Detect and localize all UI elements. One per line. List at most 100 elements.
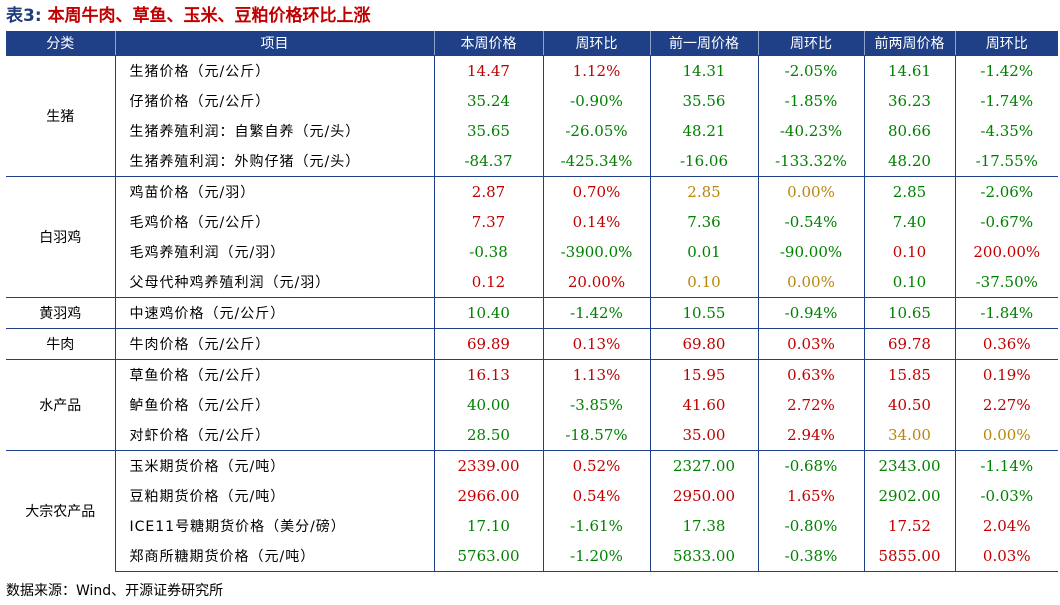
prev-price-cell: 7.36 (649, 207, 759, 237)
category-cell: 大宗农产品 (6, 450, 116, 572)
table-row: 生猪养殖利润：外购仔猪（元/头） -84.37 -425.34% -16.06 -133… (6, 146, 1058, 177)
table-body: 生猪 生猪价格（元/公斤） 14.47 1.12% 14.31 -2.05% 14.61 -1… (6, 55, 1058, 572)
prev-price-cell: 0.10 (649, 267, 759, 298)
prev2-price-cell: 69.78 (863, 328, 956, 360)
item-cell: 毛鸡价格（元/公斤） (114, 207, 435, 237)
prev-price-cell: 10.55 (649, 297, 759, 329)
item-cell: 牛肉价格（元/公斤） (114, 328, 435, 360)
table-row: 水产品 草鱼价格（元/公斤） 16.13 1.13% 15.95 0.63% 15.85 0.… (6, 359, 1058, 451)
current-change-cell: -0.90% (542, 86, 651, 116)
prev2-change-cell: -37.50% (954, 267, 1058, 298)
table-row: 鲈鱼价格（元/公斤） 40.00 -3.85% 41.60 2.72% 40.50 2.27… (6, 390, 1058, 420)
header-current-change: 周环比 (542, 31, 650, 56)
prev2-price-cell: 10.65 (863, 297, 956, 329)
header-prev2-price: 前两周价格 (863, 31, 955, 56)
table-row: 仔猪价格（元/公斤） 35.24 -0.90% 35.56 -1.85% 36.23 -1.… (6, 86, 1058, 116)
prev2-price-cell: 17.52 (863, 511, 956, 541)
current-price-cell: 16.13 (433, 359, 544, 390)
header-current-price: 本周价格 (433, 31, 543, 56)
table-number: 表3: (6, 6, 42, 26)
prev-change-cell: -0.80% (757, 511, 865, 541)
prev-price-cell: 0.01 (649, 237, 759, 267)
item-cell: 对虾价格（元/公斤） (114, 420, 435, 451)
prev2-price-cell: 40.50 (863, 390, 956, 420)
prev2-change-cell: 0.00% (954, 420, 1058, 451)
prev-change-cell: -0.38% (757, 541, 865, 572)
prev-price-cell: 48.21 (649, 116, 759, 146)
item-cell: 生猪价格（元/公斤） (114, 55, 435, 86)
table-title: 表3: 本周牛肉、草鱼、玉米、豆粕价格环比上涨 (6, 3, 371, 29)
prev-price-cell: 15.95 (649, 359, 759, 390)
prev-price-cell: 41.60 (649, 390, 759, 420)
prev-change-cell: -0.68% (757, 450, 865, 481)
prev-price-cell: 35.56 (649, 86, 759, 116)
current-price-cell: 0.12 (433, 267, 544, 298)
category-cell: 黄羽鸡 (6, 297, 116, 329)
current-change-cell: 0.70% (542, 176, 651, 207)
prev-price-cell: 69.80 (649, 328, 759, 360)
prev-change-cell: -40.23% (757, 116, 865, 146)
prev-change-cell: -90.00% (757, 237, 865, 267)
prev2-change-cell: 2.04% (954, 511, 1058, 541)
category-cell: 水产品 (6, 359, 116, 451)
prev2-price-cell: 2343.00 (863, 450, 956, 481)
current-change-cell: -26.05% (542, 116, 651, 146)
current-change-cell: -1.61% (542, 511, 651, 541)
table-caption: 本周牛肉、草鱼、玉米、豆粕价格环比上涨 (47, 6, 371, 26)
prev-price-cell: 35.00 (649, 420, 759, 451)
prev2-change-cell: -1.84% (954, 297, 1058, 329)
header-category: 分类 (6, 31, 115, 56)
prev2-change-cell: -0.03% (954, 481, 1058, 511)
table-row: 黄羽鸡 中速鸡价格（元/公斤） 10.40 -1.42% 10.55 -0.94% 10.6… (6, 297, 1058, 329)
prev2-change-cell: -4.35% (954, 116, 1058, 146)
current-change-cell: 1.13% (542, 359, 651, 390)
table-row: 白羽鸡 鸡苗价格（元/羽） 2.87 0.70% 2.85 0.00% 2.85 -2.06% (6, 176, 1058, 298)
price-table: 分类 项目 本周价格 周环比 前一周价格 周环比 前两周价格 周环比 生猪 生猪价… (6, 31, 1058, 572)
current-price-cell: 2339.00 (433, 450, 544, 481)
current-change-cell: 20.00% (542, 267, 651, 298)
prev2-change-cell: -0.67% (954, 207, 1058, 237)
table-row: 牛肉 牛肉价格（元/公斤） 69.89 0.13% 69.80 0.03% 69.78 0.3… (6, 328, 1058, 360)
header-prev-price: 前一周价格 (649, 31, 758, 56)
table-row: 郑商所糖期货价格（元/吨） 5763.00 -1.20% 5833.00 -0.38% 5… (6, 541, 1058, 572)
prev2-price-cell: 14.61 (863, 55, 956, 86)
prev2-change-cell: 2.27% (954, 390, 1058, 420)
table-row: ICE11号糖期货价格（美分/磅） 17.10 -1.61% 17.38 -0.80% 1… (6, 511, 1058, 541)
prev2-price-cell: 0.10 (863, 267, 956, 298)
item-cell: 父母代种鸡养殖利润（元/羽） (114, 267, 435, 298)
current-change-cell: -3.85% (542, 390, 651, 420)
category-cell: 牛肉 (6, 328, 116, 360)
prev-change-cell: 2.94% (757, 420, 865, 451)
prev2-change-cell: 0.36% (954, 328, 1058, 360)
prev-change-cell: 0.03% (757, 328, 865, 360)
current-change-cell: -1.20% (542, 541, 651, 572)
prev-price-cell: 14.31 (649, 55, 759, 86)
prev-change-cell: -133.32% (757, 146, 865, 177)
header-prev2-change: 周环比 (954, 31, 1058, 56)
prev2-change-cell: 200.00% (954, 237, 1058, 267)
item-cell: 豆粕期货价格（元/吨） (114, 481, 435, 511)
prev2-change-cell: -2.06% (954, 176, 1058, 207)
prev-change-cell: 0.00% (757, 267, 865, 298)
current-price-cell: -0.38 (433, 237, 544, 267)
table-row: 对虾价格（元/公斤） 28.50 -18.57% 35.00 2.94% 34.00 0.0… (6, 420, 1058, 451)
prev2-price-cell: 48.20 (863, 146, 956, 177)
current-price-cell: -84.37 (433, 146, 544, 177)
current-price-cell: 2966.00 (433, 481, 544, 511)
item-cell: 生猪养殖利润：外购仔猪（元/头） (114, 146, 435, 177)
prev-change-cell: 2.72% (757, 390, 865, 420)
current-change-cell: -18.57% (542, 420, 651, 451)
item-cell: 仔猪价格（元/公斤） (114, 86, 435, 116)
current-change-cell: 0.13% (542, 328, 651, 360)
header-item: 项目 (114, 31, 434, 56)
item-cell: 玉米期货价格（元/吨） (114, 450, 435, 481)
prev-change-cell: -2.05% (757, 55, 865, 86)
table-row: 毛鸡价格（元/公斤） 7.37 0.14% 7.36 -0.54% 7.40 -0.67% (6, 207, 1058, 237)
current-change-cell: 0.54% (542, 481, 651, 511)
prev2-price-cell: 15.85 (863, 359, 956, 390)
prev-price-cell: 2327.00 (649, 450, 759, 481)
current-price-cell: 28.50 (433, 420, 544, 451)
current-change-cell: -3900.0% (542, 237, 651, 267)
prev-change-cell: 0.63% (757, 359, 865, 390)
prev-change-cell: -1.85% (757, 86, 865, 116)
